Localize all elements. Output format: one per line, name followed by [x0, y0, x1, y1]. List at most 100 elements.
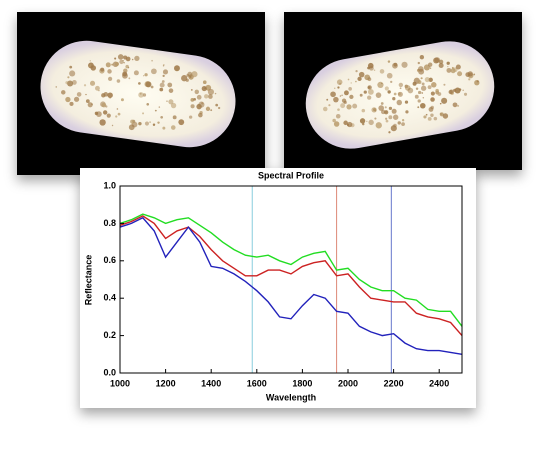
speckle [397, 92, 401, 96]
chart-panel [80, 168, 476, 408]
speckle [146, 102, 150, 106]
speckles [322, 55, 480, 134]
speckle [210, 109, 213, 112]
speckle [208, 94, 213, 99]
speckle [168, 99, 174, 105]
speckle [114, 57, 117, 60]
speckle [334, 87, 336, 89]
speckle [160, 115, 164, 119]
speckle [73, 96, 80, 102]
speckle [111, 124, 114, 127]
speckle [202, 80, 207, 85]
x-tick-label: 2200 [384, 378, 404, 388]
speckle [430, 113, 434, 117]
speckle [190, 104, 195, 109]
speckle [122, 60, 124, 62]
speckle [341, 94, 343, 96]
speckle [193, 97, 196, 101]
speckle [433, 57, 440, 64]
speckle [468, 78, 471, 81]
speckle [166, 100, 168, 102]
speckle [367, 88, 374, 95]
speckles [55, 54, 221, 131]
speckle [348, 87, 352, 91]
speckle [115, 115, 118, 118]
speckle [69, 65, 73, 69]
speckle [162, 74, 165, 77]
speckle [116, 108, 119, 110]
speckle [429, 67, 432, 69]
speckle [346, 104, 352, 110]
speckle [101, 93, 106, 98]
speckle [116, 79, 121, 83]
speckle [67, 76, 70, 79]
speckle [366, 120, 368, 123]
speckle [352, 103, 358, 109]
speckle [218, 106, 221, 110]
x-tick-label: 2000 [338, 378, 358, 388]
speckle [441, 97, 448, 104]
speckle [438, 62, 444, 69]
speckle [387, 60, 391, 63]
speckle [418, 90, 422, 95]
speckle [392, 114, 399, 120]
speckle [390, 80, 393, 84]
speckle [322, 106, 328, 112]
speckle [420, 77, 423, 80]
speckle [123, 61, 125, 64]
speckle [188, 115, 193, 119]
speckle [89, 64, 92, 66]
speckle [391, 108, 397, 114]
speckle [143, 75, 145, 77]
speckle [435, 90, 440, 95]
x-axis-label: Wavelength [266, 392, 316, 402]
speckle [451, 66, 454, 69]
speckle [106, 113, 111, 118]
speckle [371, 107, 377, 113]
speckle [380, 102, 384, 105]
speckle [196, 94, 202, 100]
speckle [117, 112, 121, 116]
speckle [128, 77, 131, 80]
speckle [407, 87, 414, 94]
speckle [367, 86, 371, 89]
speckle [388, 115, 393, 120]
speckle [359, 93, 363, 97]
speckle [401, 119, 405, 122]
speckle [181, 75, 188, 82]
speckle [87, 102, 93, 108]
speckle [170, 102, 177, 109]
speckle [107, 76, 113, 81]
speckle [401, 61, 408, 68]
speckle [341, 98, 347, 103]
speckle [388, 131, 391, 134]
series-line [119, 215, 463, 337]
speckle [332, 118, 336, 123]
speckle [428, 62, 433, 67]
speckle [138, 121, 142, 126]
speckle [349, 94, 354, 99]
speckle [453, 88, 457, 92]
photo-left [17, 12, 265, 175]
speckle [196, 103, 202, 110]
speckle [158, 106, 161, 108]
x-tick-label: 1200 [156, 378, 176, 388]
speckle [398, 82, 404, 88]
speckle [355, 70, 358, 73]
speckle [379, 69, 385, 74]
speckle [455, 64, 461, 70]
speckle [187, 71, 193, 77]
speckle [448, 89, 453, 95]
speckle [414, 94, 419, 99]
speckle [343, 120, 348, 126]
speckle [401, 122, 405, 126]
speckle [367, 77, 372, 82]
speckle [368, 119, 374, 126]
speckle [159, 82, 165, 88]
speckle [105, 62, 111, 68]
speckle [393, 62, 398, 67]
speckle [125, 56, 131, 62]
speckle [458, 88, 462, 91]
speckle [151, 59, 153, 62]
